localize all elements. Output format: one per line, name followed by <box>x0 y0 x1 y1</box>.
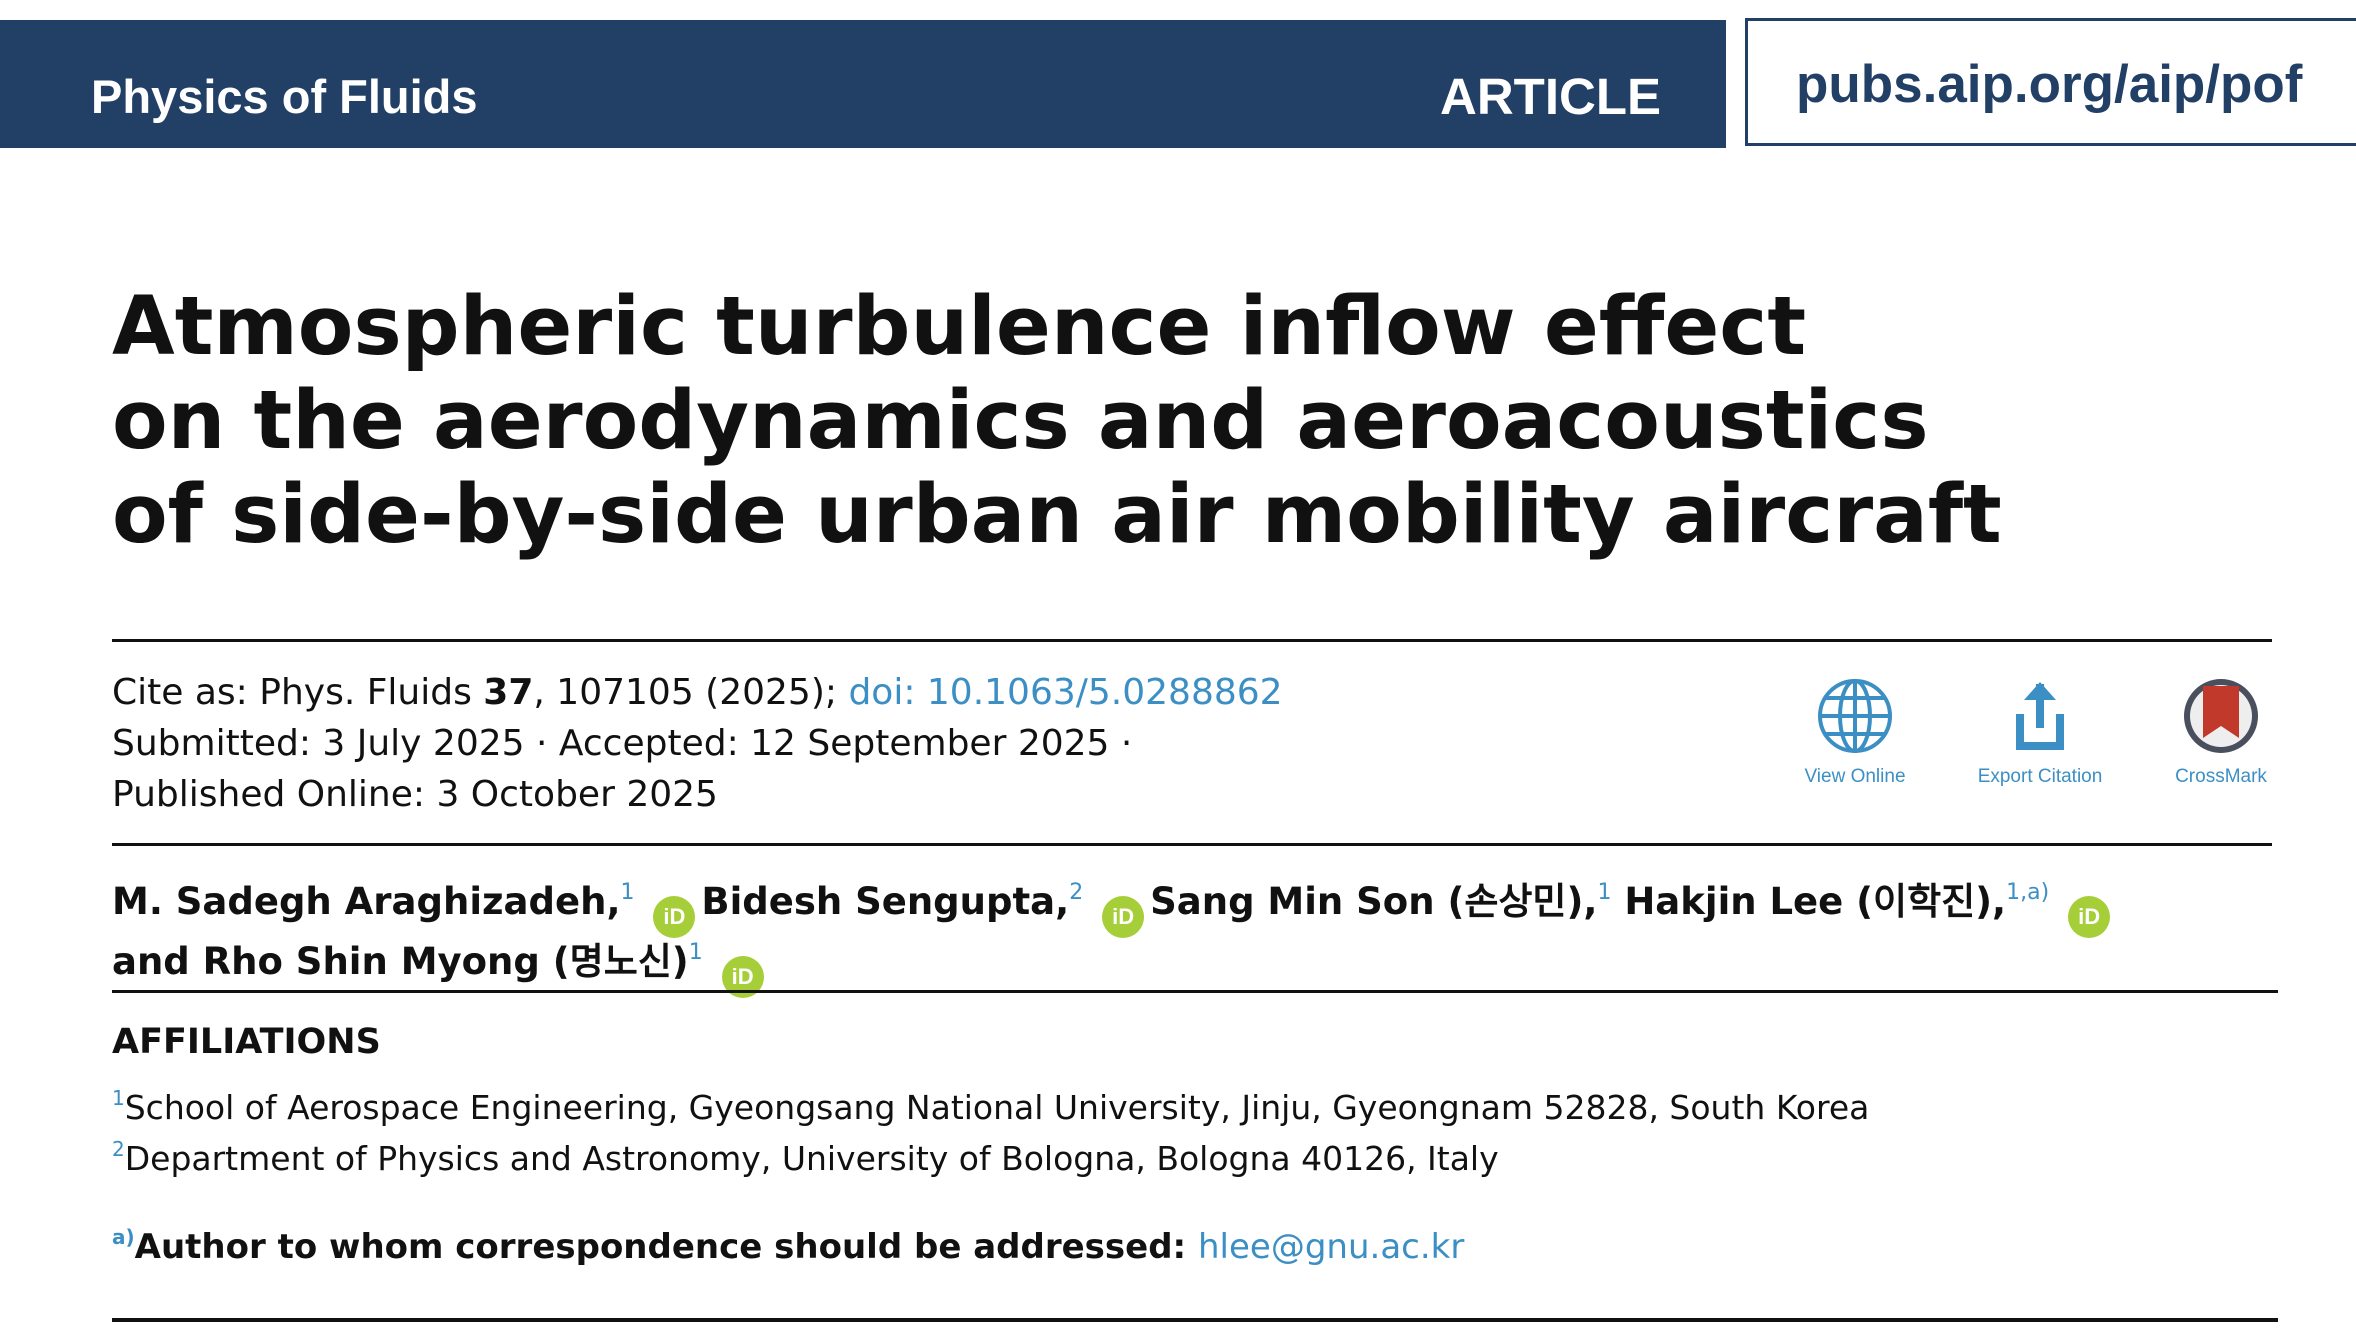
divider <box>112 639 2272 642</box>
divider <box>112 1318 2278 1322</box>
correspondence-marker: a) <box>112 1225 135 1249</box>
author-name[interactable]: Hakjin Lee (이학진), <box>1624 880 2007 923</box>
orcid-icon[interactable]: iD <box>1102 896 1145 938</box>
email-link[interactable]: hlee@gnu.ac.kr <box>1198 1227 1465 1267</box>
affiliation-text: School of Aerospace Engineering, Gyeongs… <box>124 1088 1870 1127</box>
cite-rest: , 107105 (2025); <box>533 672 849 713</box>
author-name[interactable]: Bidesh Sengupta, <box>701 880 1070 923</box>
title-line: on the aerodynamics and aeroacoustics <box>112 374 1929 468</box>
divider <box>112 843 2272 846</box>
published-line: Published Online: 3 October 2025 <box>112 774 718 815</box>
affiliation-marker: 1,a) <box>2006 880 2050 905</box>
affiliation-marker: 1 <box>112 1086 125 1110</box>
view-online-label: View Online <box>1804 766 1906 787</box>
author-name[interactable]: and Rho Shin Myong (명노신) <box>112 940 689 983</box>
journal-url-box[interactable]: pubs.aip.org/aip/pof <box>1745 18 2356 146</box>
doi-link[interactable]: doi: 10.1063/5.0288862 <box>848 672 1283 713</box>
correspondence-line: a)Author to whom correspondence should b… <box>112 1227 1464 1267</box>
affiliation-item: 2Department of Physics and Astronomy, Un… <box>112 1139 1499 1178</box>
submitted-line: Submitted: 3 July 2025 · Accepted: 12 Se… <box>112 723 1133 764</box>
crossmark-label: CrossMark <box>2175 766 2267 787</box>
crossmark-button[interactable]: CrossMark <box>2141 676 2301 788</box>
export-citation-label: Export Citation <box>1977 766 2103 787</box>
export-citation-button[interactable]: Export Citation <box>1960 676 2120 788</box>
affiliations-heading: AFFILIATIONS <box>112 1022 381 1062</box>
article-title: Atmospheric turbulence inflow effect on … <box>112 280 2002 562</box>
article-type-label: ARTICLE <box>1440 68 1661 125</box>
title-line: of side-by-side urban air mobility aircr… <box>112 468 2002 562</box>
correspondence-text: Author to whom correspondence should be … <box>134 1227 1198 1267</box>
journal-header-bar: Physics of Fluids ARTICLE <box>0 20 1726 148</box>
affiliation-item: 1School of Aerospace Engineering, Gyeong… <box>112 1088 1869 1127</box>
crossmark-icon <box>2184 679 2258 753</box>
journal-url-link[interactable]: pubs.aip.org/aip/pof <box>1796 55 2303 114</box>
author-list: M. Sadegh Araghizadeh,1 iD Bidesh Sengupt… <box>112 878 2116 998</box>
author-line: and Rho Shin Myong (명노신)1 iD <box>112 938 2116 998</box>
affiliation-marker: 1 <box>1597 880 1612 905</box>
orcid-icon[interactable]: iD <box>653 896 696 938</box>
affiliation-marker: 1 <box>620 880 635 905</box>
affiliation-marker: 2 <box>1069 880 1084 905</box>
author-name[interactable]: Sang Min Son (손상민), <box>1150 880 1598 923</box>
orcid-icon[interactable]: iD <box>2068 896 2111 938</box>
cite-line: Cite as: Phys. Fluids 37, 107105 (2025);… <box>112 667 1283 718</box>
citation-block: Cite as: Phys. Fluids 37, 107105 (2025);… <box>112 667 1283 820</box>
view-online-button[interactable]: View Online <box>1775 676 1935 788</box>
affiliation-text: Department of Physics and Astronomy, Uni… <box>124 1139 1499 1178</box>
globe-icon <box>1818 679 1892 753</box>
affiliation-marker: 2 <box>112 1137 125 1161</box>
journal-name: Physics of Fluids <box>91 70 478 123</box>
cite-volume: 37 <box>483 672 534 713</box>
author-name[interactable]: M. Sadegh Araghizadeh, <box>112 880 621 923</box>
author-line: M. Sadegh Araghizadeh,1 iD Bidesh Sengupt… <box>112 878 2116 938</box>
cite-prefix: Cite as: Phys. Fluids <box>112 672 484 713</box>
divider <box>112 990 2278 993</box>
affiliation-marker: 1 <box>688 940 703 965</box>
title-line: Atmospheric turbulence inflow effect <box>112 280 1807 374</box>
export-icon <box>2016 682 2064 750</box>
